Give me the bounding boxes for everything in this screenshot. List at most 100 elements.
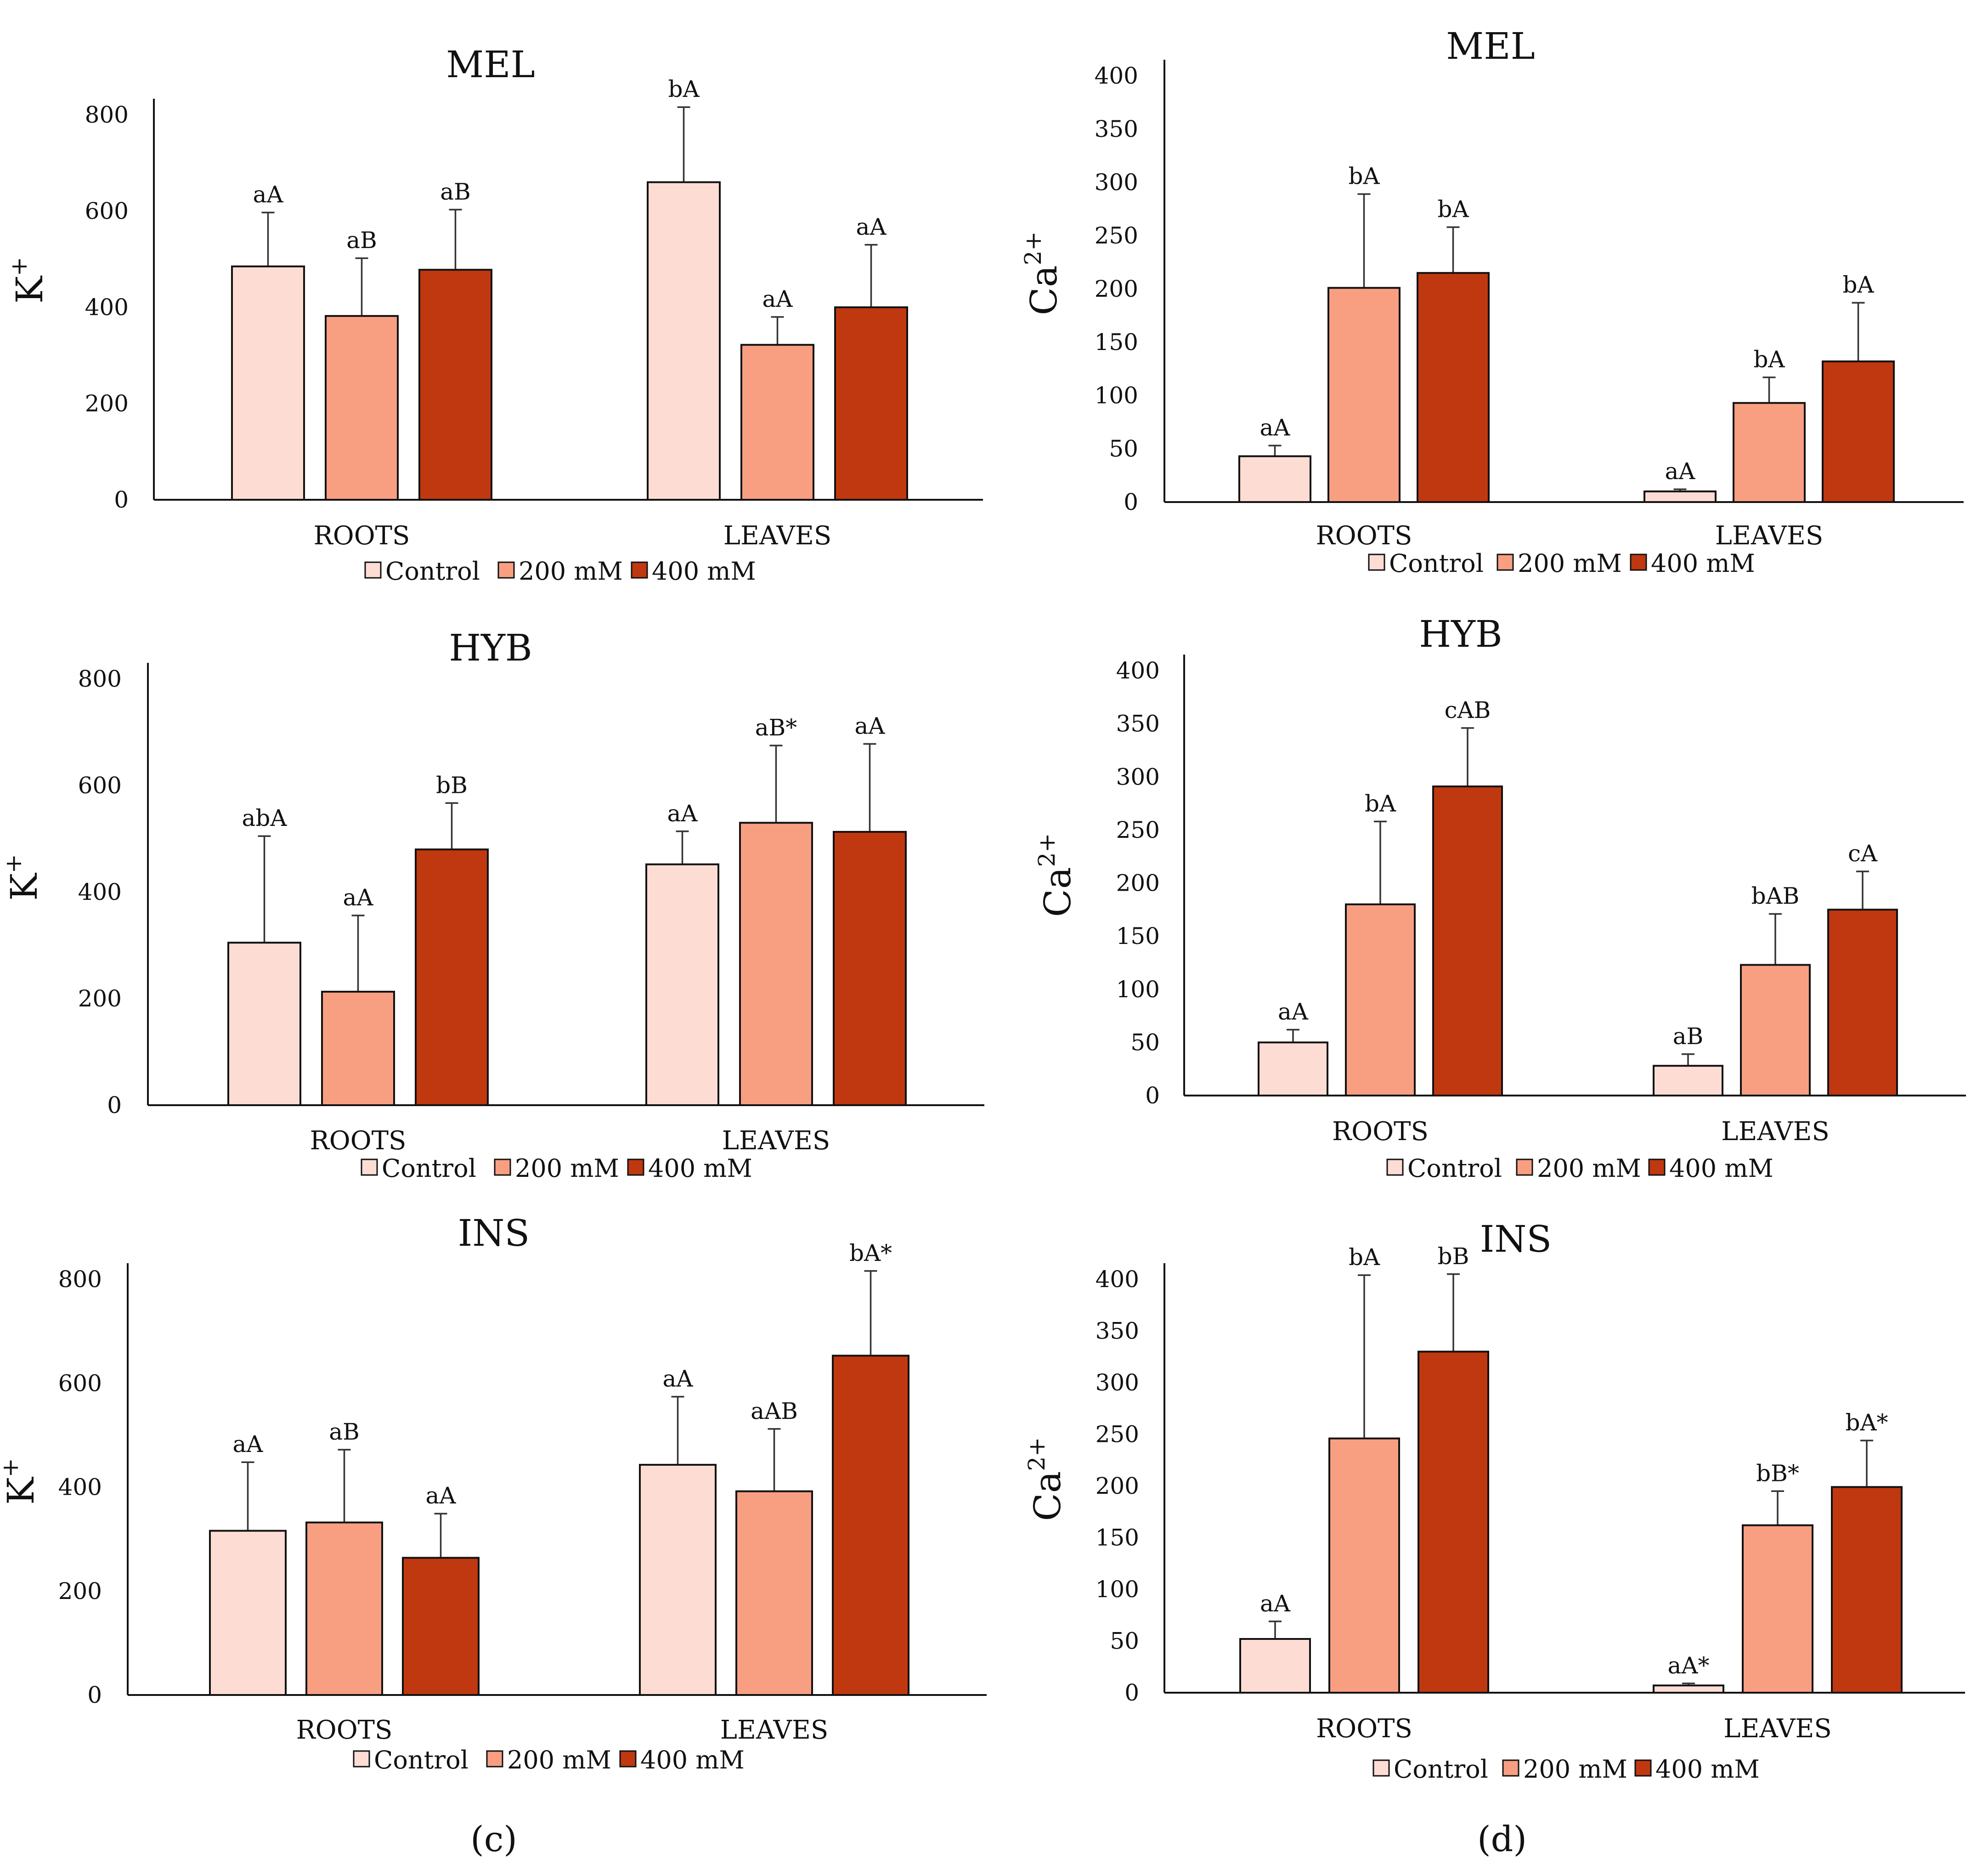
chart-title: INS [458,1212,530,1254]
bar-400mm-roots [1417,272,1490,503]
legend-label: 400 mM [648,1154,752,1183]
bar-200mm-roots [1328,1437,1400,1694]
bar-control-roots [1258,1041,1328,1096]
bar-200mm-roots [321,990,395,1106]
legend-swatch-400mm [1630,554,1647,571]
significance-label: bA [668,76,700,102]
legend-label: Control [374,1746,469,1774]
significance-label: cAB [1445,697,1491,723]
significance-label: bAB [1751,883,1800,910]
y-tick-label: 0 [107,1092,122,1119]
significance-label: bA [1842,271,1874,298]
y-tick-label: 200 [1095,276,1138,302]
significance-label: aB* [755,714,797,741]
significance-label: aA [1278,999,1309,1025]
significance-label: aA [343,884,374,911]
chart-panel-2: MEL 0 50 100 150 200 250 300 350 400 Ca2+ aA bA bA ROO… [1020,25,1964,578]
bar-control-leaves [1653,1065,1723,1096]
significance-label: bA* [1845,1409,1888,1436]
legend-label: 200 mM [1523,1755,1627,1784]
bar-control-leaves [1643,490,1717,503]
legend: Control 200 mM 400 mM [1368,549,1755,578]
x-category-label: LEAVES [723,521,831,551]
significance-label: aA [762,286,793,312]
bar-200mm-roots [325,315,399,501]
y-tick-label: 100 [1095,382,1138,409]
bar-control-roots [1238,455,1311,503]
y-tick-label: 200 [85,390,129,417]
legend-swatch-200mm [497,561,515,579]
significance-label: aA [855,713,886,740]
legend-swatch-400mm [1634,1759,1652,1777]
y-tick-label: 300 [1095,169,1138,196]
legend-swatch-200mm [486,1750,503,1768]
y-tick-label: 150 [1095,329,1138,356]
significance-label: aA [663,1366,694,1392]
legend: Control 200 mM 400 mM [361,1154,752,1183]
legend-label: 400 mM [1651,549,1755,578]
y-tick-label: 800 [85,102,129,128]
significance-label: aB [440,178,471,205]
bar-200mm-leaves [1733,402,1806,503]
y-axis-label: K+ [6,257,51,304]
y-tick-label: 400 [1096,1266,1139,1293]
y-tick-label: 400 [85,294,129,321]
y-tick-label: 400 [58,1474,102,1501]
y-tick-label: 50 [1109,435,1138,462]
legend-swatch-control [1386,1158,1404,1176]
chart-title: MEL [446,43,535,86]
x-category-label: LEAVES [1721,1117,1829,1147]
y-tick-label: 150 [1096,1525,1139,1551]
bar-400mm-roots [415,848,489,1106]
y-tick-label: 50 [1110,1628,1139,1655]
caption-d: (d) [1477,1819,1527,1859]
significance-label: aB [1673,1023,1704,1050]
y-tick-label: 50 [1130,1029,1160,1056]
y-tick-label: 0 [114,486,129,513]
significance-label: bB [1438,1243,1469,1270]
y-axis-label: K+ [0,1458,42,1505]
legend-swatch-200mm [494,1158,511,1176]
bar-400mm-roots [1432,785,1503,1096]
chart-panel-4: HYB 0 50 100 150 200 250 300 350 400 Ca2+ aA bA cAB RO… [1034,613,1966,1183]
legend-swatch-control [353,1750,370,1768]
significance-label: bA [1348,163,1380,190]
bar-control-leaves [647,181,721,501]
bar-control-leaves [645,863,719,1107]
legend-label: 200 mM [1518,549,1622,578]
significance-label: bA [1437,196,1469,222]
x-category-label: ROOTS [296,1715,393,1745]
legend-swatch-200mm [1497,554,1514,571]
x-category-label: LEAVES [1715,521,1823,551]
y-tick-label: 300 [1096,1369,1139,1396]
y-tick-label: 600 [58,1370,102,1396]
significance-label: bA [1753,346,1785,373]
x-category-label: LEAVES [1723,1714,1831,1744]
significance-label: aA [1260,414,1291,441]
bar-400mm-leaves [1827,909,1898,1096]
significance-label: aB [329,1418,360,1445]
bar-200mm-leaves [1740,964,1811,1096]
significance-label: abA [242,805,288,831]
bar-400mm-leaves [1822,360,1895,503]
legend: Control 200 mM 400 mM [1386,1154,1773,1183]
chart-panel-1: MEL 0 200 400 600 800 K+ aA aB aB ROOTS bA aA aA LEAVE… [6,43,983,586]
significance-label: aA [667,800,698,827]
bar-200mm-leaves [740,344,814,501]
legend-swatch-200mm [1502,1759,1519,1777]
legend-label: Control [1389,549,1484,578]
bar-control-roots [227,942,301,1106]
legend-label: Control [385,557,480,586]
legend-swatch-control [361,1158,378,1176]
bar-control-leaves [1653,1684,1724,1694]
significance-label: bA [1349,1244,1380,1271]
significance-label: aA [426,1482,457,1509]
bar-400mm-leaves [1831,1486,1903,1694]
legend-label: Control [382,1154,476,1183]
significance-label: aA [1665,458,1696,485]
y-axis-label: Ca2+ [1020,232,1065,316]
legend-swatch-200mm [1516,1158,1533,1176]
legend-label: 400 mM [640,1746,745,1774]
y-tick-label: 350 [1116,711,1160,737]
